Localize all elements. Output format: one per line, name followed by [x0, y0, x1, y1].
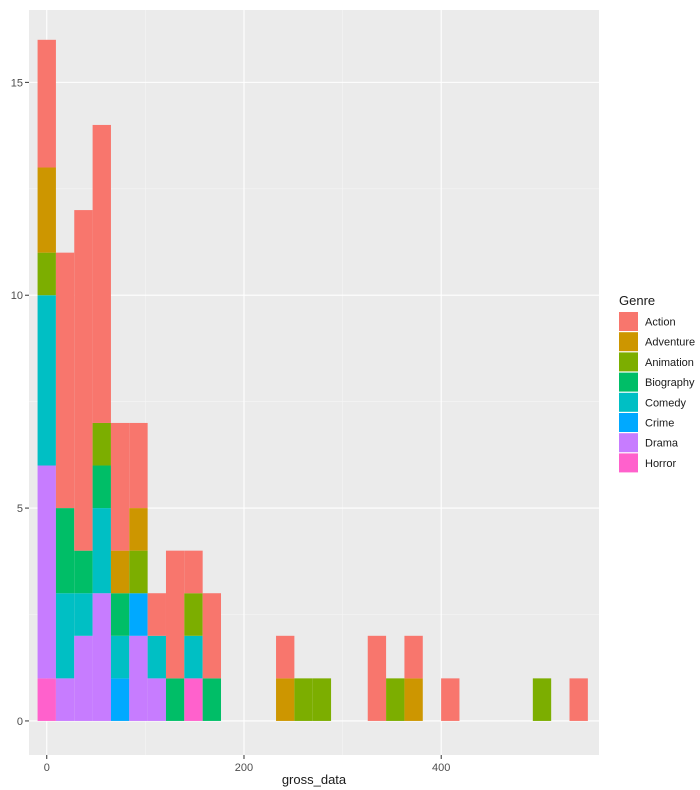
- y-axis: 0 5 10 15: [11, 77, 29, 728]
- bar-segment-action: [165, 550, 185, 679]
- bar-segment-adventure: [276, 678, 295, 721]
- bar-segment-biography: [202, 678, 222, 721]
- bar-segment-biography: [92, 465, 111, 509]
- bar-segment-comedy: [92, 508, 111, 594]
- legend-label-adventure: Adventure: [645, 337, 695, 349]
- bar-segment-action: [276, 635, 295, 679]
- bar-segment-action: [147, 593, 166, 636]
- bar-segment-biography: [110, 593, 130, 636]
- bar-segment-action: [404, 635, 423, 679]
- stacked-bars: [37, 39, 588, 721]
- bar-segment-crime: [110, 678, 130, 721]
- bar-segment-comedy: [110, 635, 130, 679]
- x-axis-title: gross_data: [282, 772, 347, 787]
- legend-key-action: [619, 312, 638, 331]
- y-tick-label: 15: [11, 77, 23, 89]
- bar-segment-biography: [165, 678, 185, 721]
- bar-segment-animation: [532, 678, 552, 721]
- legend-label-action: Action: [645, 317, 676, 329]
- bar-segment-animation: [386, 678, 405, 721]
- x-tick-label: 200: [235, 762, 253, 774]
- legend-key-adventure: [619, 332, 638, 352]
- legend-label-biography: Biography: [645, 377, 695, 389]
- bar-segment-drama: [37, 465, 56, 679]
- legend-key-horror: [619, 453, 638, 473]
- bar-segment-action: [184, 550, 203, 594]
- legend-label-animation: Animation: [645, 357, 694, 369]
- bar-segment-animation: [312, 678, 332, 721]
- bar-segment-adventure: [37, 167, 56, 253]
- bar-segment-adventure: [404, 678, 423, 721]
- bar-segment-adventure: [129, 508, 148, 551]
- legend-key-drama: [619, 433, 638, 453]
- bar-segment-drama: [74, 635, 93, 721]
- bar-segment-action: [202, 593, 222, 679]
- bar-segment-action: [110, 422, 130, 551]
- legend-title: Genre: [619, 293, 655, 308]
- legend-key-crime: [619, 413, 638, 432]
- bar-segment-adventure: [110, 550, 130, 594]
- bar-segment-drama: [55, 678, 75, 721]
- bar-segment-action: [441, 678, 460, 721]
- y-tick-label: 5: [17, 503, 23, 515]
- bar-segment-action: [74, 210, 93, 551]
- bar-segment-animation: [184, 593, 203, 636]
- bar-segment-biography: [74, 550, 93, 594]
- bar-segment-biography: [55, 508, 75, 594]
- bar-segment-comedy: [55, 593, 75, 679]
- x-axis: 0 200 400: [44, 755, 450, 774]
- bar-segment-comedy: [74, 593, 93, 636]
- legend-label-drama: Drama: [645, 438, 679, 450]
- bar-segment-action: [55, 252, 75, 509]
- bar-segment-drama: [129, 635, 148, 721]
- legend-key-comedy: [619, 392, 638, 412]
- legend-key-animation: [619, 352, 638, 372]
- bar-segment-horror: [37, 678, 56, 721]
- bar-segment-animation: [92, 422, 111, 466]
- bar-segment-drama: [92, 593, 111, 721]
- legend: Genre Action Adventure Animation Biography C…: [619, 293, 695, 473]
- y-tick-label: 10: [11, 290, 23, 302]
- legend-label-crime: Crime: [645, 418, 674, 430]
- bar-segment-horror: [184, 678, 203, 721]
- legend-key-biography: [619, 372, 638, 392]
- bar-segment-action: [37, 39, 56, 168]
- bar-segment-comedy: [147, 635, 166, 679]
- legend-label-comedy: Comedy: [645, 397, 686, 409]
- bar-segment-action: [367, 635, 387, 721]
- bar-segment-comedy: [37, 295, 56, 466]
- bar-segment-action: [92, 124, 111, 423]
- bar-segment-animation: [37, 252, 56, 296]
- bar-segment-action: [129, 422, 148, 509]
- y-tick-label: 0: [17, 716, 23, 728]
- legend-items: Action Adventure Animation Biography Comedy C…: [619, 312, 695, 473]
- bar-segment-comedy: [184, 635, 203, 679]
- x-tick-label: 0: [44, 762, 50, 774]
- bar-segment-action: [569, 678, 588, 721]
- x-tick-label: 400: [432, 762, 450, 774]
- bar-segment-animation: [129, 550, 148, 594]
- bar-segment-crime: [129, 593, 148, 636]
- bar-segment-animation: [294, 678, 313, 721]
- bar-segment-drama: [147, 678, 166, 721]
- legend-label-horror: Horror: [645, 458, 677, 470]
